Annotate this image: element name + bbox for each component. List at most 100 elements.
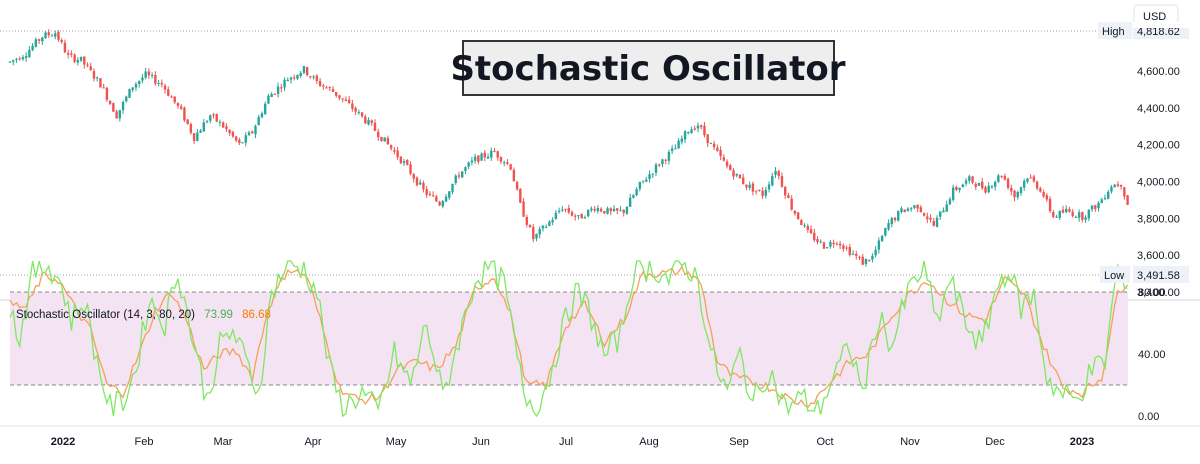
candle-body (758, 189, 761, 191)
candle-body (1084, 217, 1087, 220)
candle (893, 216, 897, 223)
candle (293, 74, 296, 81)
candle (12, 59, 15, 66)
candle-body (1090, 205, 1094, 210)
candle (128, 88, 131, 99)
candle-body (186, 119, 189, 125)
candle-body (877, 240, 881, 250)
candle (502, 160, 506, 167)
candle-body (24, 56, 28, 58)
candle (1006, 177, 1010, 190)
candle (263, 101, 267, 115)
candle-body (871, 255, 874, 260)
candle-body (325, 87, 328, 89)
candle (1090, 204, 1094, 212)
candle (76, 57, 80, 66)
candle (54, 30, 57, 40)
candle-body (8, 61, 12, 63)
candle-body (238, 139, 241, 143)
candle (412, 172, 415, 183)
candle-body (44, 32, 47, 39)
candle (131, 87, 134, 93)
candle-body (683, 131, 687, 140)
candle-body (209, 115, 212, 121)
candle-body (425, 189, 428, 195)
candle (687, 131, 690, 135)
candle (683, 130, 687, 144)
candle (926, 212, 929, 224)
candle (890, 216, 893, 228)
candle-body (515, 182, 519, 190)
candle-body (622, 209, 625, 213)
indicator-legend[interactable]: Stochastic Oscillator (14, 3, 80, 20) 73… (16, 309, 271, 321)
candle-body (199, 130, 202, 133)
candle-body (693, 128, 696, 130)
candle (1042, 189, 1045, 198)
candle (144, 67, 147, 80)
price-tick-label: 4,600.00 (1137, 66, 1180, 78)
candle-body (12, 60, 15, 62)
candle (703, 121, 706, 138)
candle (1126, 195, 1129, 206)
candle (1029, 174, 1032, 179)
stochastic-tick-label: 80.00 (1138, 287, 1166, 299)
candle-body (1045, 195, 1049, 200)
candle-body (1107, 191, 1110, 199)
candle (638, 181, 642, 192)
candle (512, 167, 516, 182)
candle-body (1077, 212, 1081, 218)
candle (360, 111, 364, 119)
candle (73, 53, 76, 64)
candle (480, 152, 483, 161)
candle-body (251, 131, 254, 134)
candle-body (73, 54, 76, 62)
candle (341, 98, 344, 103)
candle (192, 132, 196, 144)
time-tick-label: Sep (729, 436, 749, 448)
candle (299, 70, 302, 79)
candle (948, 197, 952, 206)
candle-body (548, 221, 551, 226)
candle-body (108, 100, 112, 104)
candle (477, 155, 480, 165)
candle (63, 39, 67, 53)
candle-body (63, 42, 67, 53)
candle-body (981, 181, 984, 189)
candle (809, 225, 813, 235)
candle (138, 80, 141, 88)
candle (244, 132, 247, 147)
candle-body (593, 209, 596, 211)
candle (205, 119, 209, 124)
candle (92, 68, 96, 82)
candle (987, 182, 990, 194)
candle-body (738, 174, 742, 179)
candle (431, 191, 435, 197)
candle-body (409, 164, 412, 174)
candle (758, 189, 761, 192)
candle (1110, 185, 1113, 194)
candle (428, 191, 432, 197)
candle-body (231, 131, 235, 137)
candle (125, 95, 128, 103)
candle (467, 161, 470, 170)
candle-body (502, 162, 506, 164)
candle (658, 163, 661, 167)
candle (147, 68, 151, 79)
indicator-label: Stochastic Oscillator (14, 3, 80, 20) (16, 309, 195, 321)
candle (406, 159, 409, 166)
candle (916, 204, 919, 213)
candle-body (977, 182, 981, 186)
candle (1048, 196, 1052, 214)
candle (441, 200, 445, 209)
candle-body (1016, 191, 1019, 198)
candle-body (360, 112, 364, 117)
candle (554, 210, 558, 220)
candle-body (328, 87, 331, 89)
candle (315, 74, 319, 84)
candle-body (221, 122, 225, 128)
candle-body (945, 204, 948, 212)
candle-body (599, 208, 603, 212)
candle (897, 210, 900, 222)
candle-body (958, 187, 961, 190)
